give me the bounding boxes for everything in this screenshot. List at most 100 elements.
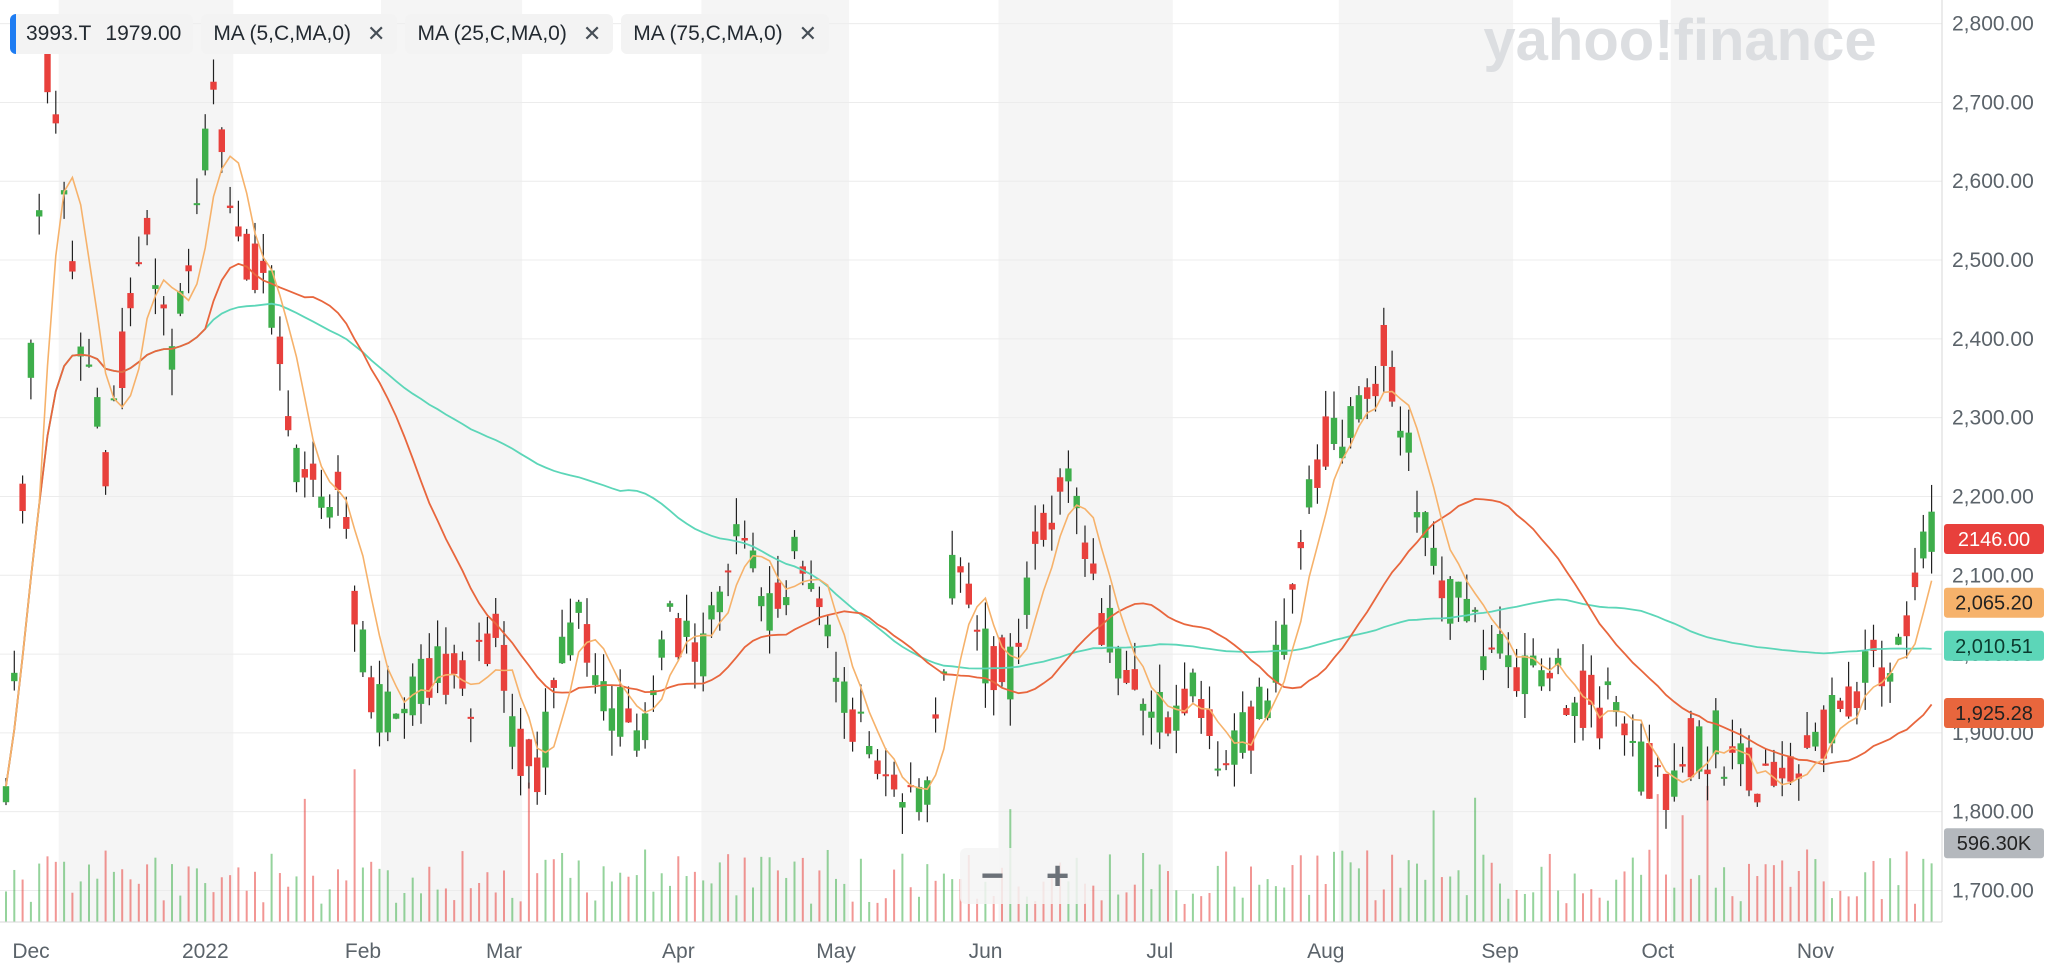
volume-bar <box>254 871 256 922</box>
volume-bar <box>461 851 464 922</box>
candle-body <box>1073 495 1080 509</box>
candle-body <box>733 524 740 537</box>
zoom-out-button[interactable]: − <box>980 853 1005 898</box>
candle-body <box>1538 670 1545 687</box>
volume-bar <box>685 876 688 922</box>
y-tick-label: 2,300.00 <box>1952 407 2034 430</box>
x-tick-label: Dec <box>12 940 49 963</box>
volume-bar <box>1731 896 1734 922</box>
close-icon[interactable]: ✕ <box>367 21 386 46</box>
volume-bar <box>1872 860 1875 922</box>
candle-body <box>608 708 616 731</box>
candle-body <box>1720 776 1728 779</box>
candle-body <box>592 675 599 685</box>
volume-bar <box>1333 851 1335 922</box>
x-tick-label: Jun <box>969 940 1003 963</box>
ma5-value-tag-value: 2,065.20 <box>1955 593 2033 615</box>
candle-body <box>484 633 491 665</box>
volume-bar <box>1897 885 1900 922</box>
volume-bar <box>1689 878 1692 922</box>
candle-body <box>52 114 59 124</box>
candle-body <box>2 786 10 803</box>
candle-body <box>417 658 425 704</box>
candle-body <box>857 711 865 714</box>
y-tick-label: 2,500.00 <box>1952 249 2034 272</box>
volume-bar <box>1341 850 1344 922</box>
ma25-label: MA (25,C,MA,0) <box>417 22 567 45</box>
volume-bar <box>1183 903 1186 922</box>
candle-body <box>567 622 574 656</box>
volume-bar <box>79 881 82 922</box>
candle-body <box>1181 688 1188 714</box>
volume-bar <box>1557 890 1560 922</box>
volume-bar <box>942 873 945 922</box>
candle-body <box>1845 686 1852 717</box>
candle-body <box>1621 723 1628 736</box>
candle-body <box>193 203 201 206</box>
candle-body <box>1613 702 1620 713</box>
volume-tag-value: 596.30K <box>1957 833 2032 855</box>
candle-body <box>874 760 881 774</box>
volume-bar <box>96 878 99 922</box>
close-icon[interactable]: ✕ <box>798 21 818 46</box>
volume-bar <box>1133 884 1136 922</box>
volume-bar <box>926 864 929 922</box>
candle-body <box>1754 793 1761 803</box>
volume-bar <box>1565 903 1568 922</box>
ma25-pill[interactable]: MA (25,C,MA,0) ✕ <box>405 14 614 54</box>
candle-body <box>509 716 516 747</box>
volume-bar <box>1922 858 1925 922</box>
volume-bar <box>1407 860 1410 922</box>
month-band <box>381 0 523 922</box>
volume-bar <box>378 868 381 922</box>
ma5-pill[interactable]: MA (5,C,MA,0) ✕ <box>201 14 398 54</box>
candle-body <box>11 672 18 682</box>
candle-body <box>69 261 76 272</box>
candle-body <box>268 270 275 328</box>
volume-bar <box>1889 858 1892 922</box>
ma25-value-tag: 1,925.28 <box>1944 697 2044 728</box>
candle-body <box>1032 531 1039 544</box>
last-price-tag-bg <box>1944 524 2044 555</box>
candle-body <box>1679 764 1686 767</box>
candle-body <box>575 601 582 613</box>
volume-bar <box>1449 876 1452 922</box>
candle-body <box>1347 406 1354 438</box>
symbol-pill[interactable]: 3993.T 1979.00 <box>10 14 194 54</box>
ma75-pill[interactable]: MA (75,C,MA,0) ✕ <box>621 14 830 54</box>
volume-bar <box>1756 876 1759 922</box>
close-icon[interactable]: ✕ <box>582 21 602 46</box>
volume-bar <box>1623 871 1626 922</box>
candle-body <box>1330 417 1338 444</box>
volume-bar <box>884 898 887 922</box>
volume-bar <box>478 882 481 922</box>
candle-body <box>1488 647 1495 650</box>
y-tick-label: 2,400.00 <box>1952 328 2034 351</box>
y-tick-label: 1,700.00 <box>1952 879 2034 902</box>
candle-body <box>459 660 466 689</box>
candle-body <box>1820 709 1827 759</box>
candle-body <box>832 677 840 682</box>
candle-body <box>384 691 391 733</box>
volume-bar <box>552 859 555 922</box>
candle-body <box>1779 767 1786 779</box>
candle-body <box>1447 579 1454 624</box>
volume-bar <box>1739 901 1742 922</box>
volume-bar <box>71 892 74 922</box>
volume-bar <box>1440 877 1443 922</box>
volume-bar <box>1781 860 1784 922</box>
x-tick-label: Oct <box>1641 940 1674 963</box>
price-tags: 2146.00 2,065.20 2,010.51 1,925.28 596.30K <box>1944 524 2044 859</box>
volume-bar <box>1606 900 1609 922</box>
volume-bar <box>1208 892 1211 922</box>
volume-bar <box>444 888 447 922</box>
zoom-in-button[interactable]: + <box>1045 853 1070 898</box>
volume-tag-bg <box>1944 828 2044 859</box>
volume-bar <box>818 870 821 922</box>
candle-body <box>1596 707 1603 739</box>
volume-bar <box>793 861 796 922</box>
candle-body <box>1256 686 1263 720</box>
candle-body <box>1430 547 1437 566</box>
candle-body <box>558 636 566 664</box>
